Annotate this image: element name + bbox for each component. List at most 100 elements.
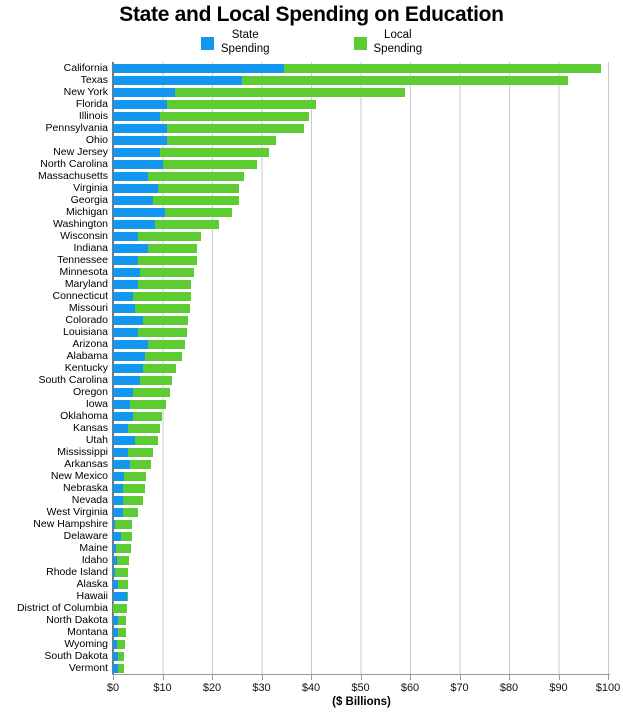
local-spending-bar [130,399,167,409]
chart-row: Nebraska [0,482,623,494]
bar-track [113,555,129,565]
local-spending-bar [241,75,569,85]
chart-row: New York [0,86,623,98]
local-spending-bar [135,303,190,313]
axis-tick [360,675,362,680]
bar-track [113,147,269,157]
chart-row: Louisiana [0,326,623,338]
local-spending-bar [137,327,188,337]
local-spending-bar [127,423,161,433]
axis-tick [113,675,114,680]
local-spending-bar [130,459,152,469]
state-spending-bar [113,663,118,673]
chart-row: Ohio [0,134,623,146]
state-spending-bar [113,147,161,157]
state-spending-swatch-icon [200,36,214,50]
local-spending-bar [137,255,198,265]
chart-row: Minnesota [0,266,623,278]
category-label: Delaware [63,530,108,542]
state-spending-bar [113,387,133,397]
state-spending-bar [113,183,158,193]
state-spending-bar [113,279,138,289]
state-spending-bar [113,327,138,337]
category-label: South Dakota [44,650,108,662]
local-spending-bar [140,267,194,277]
bar-track [113,471,146,481]
local-spending-bar [118,615,127,625]
bar-track [113,231,202,241]
state-spending-bar [113,63,284,73]
bar-track [113,303,190,313]
bar-track [113,567,129,577]
local-spending-bar [142,315,189,325]
category-label: Kansas [72,422,108,434]
chart-row: Texas [0,74,623,86]
bar-track [113,351,183,361]
legend-item-local-spending: Local Spending [353,29,422,56]
local-spending-bar [147,243,198,253]
legend-label-state-spending: State Spending [221,29,270,56]
state-spending-bar [113,123,168,133]
chart-row: New Mexico [0,470,623,482]
state-spending-bar [113,543,116,553]
axis-tick [608,675,609,680]
local-spending-bar [160,147,269,157]
chart-row: Missouri [0,302,623,314]
bar-track [113,207,232,217]
category-label: Oregon [72,386,108,398]
state-spending-bar [113,87,175,97]
category-label: Nebraska [63,482,108,494]
category-label: Missouri [68,302,108,314]
bar-track [113,639,126,649]
chart-row: Michigan [0,206,623,218]
chart-row: District of Columbia [0,602,623,614]
local-spending-bar [132,291,191,301]
category-label: Utah [85,434,108,446]
bar-track [113,75,569,85]
chart-row: Indiana [0,242,623,254]
local-spending-bar [147,339,185,349]
chart-row: Washington [0,218,623,230]
state-spending-bar [113,651,118,661]
state-spending-bar [113,627,118,637]
bar-track [113,219,220,229]
local-spending-bar [147,171,245,181]
bar-track [113,411,163,421]
chart-row: Iowa [0,398,623,410]
bar-track [113,315,189,325]
bar-track [113,183,240,193]
state-spending-bar [113,579,119,589]
local-spending-bar [123,495,144,505]
legend: State Spending Local Spending [0,28,623,58]
chart-row: Kentucky [0,362,623,374]
category-label: Wyoming [64,638,108,650]
chart-row: North Dakota [0,614,623,626]
category-label: Idaho [81,554,108,566]
plot-area: California Texas New York Florida Illinois Pe… [0,62,623,675]
bar-track [113,543,131,553]
chart-row: Connecticut [0,290,623,302]
state-spending-bar [113,267,141,277]
state-spending-bar [113,135,168,145]
local-spending-bar [160,111,309,121]
bar-track [113,483,146,493]
bar-track [113,363,176,373]
chart-row: West Virginia [0,506,623,518]
chart-row: Delaware [0,530,623,542]
chart-row: Georgia [0,194,623,206]
category-label: Maine [79,542,108,554]
local-spending-swatch-icon [353,36,367,50]
category-label: Ohio [85,134,108,146]
axis-tick-label: $90 [549,682,568,694]
local-spending-bar [162,159,257,169]
state-spending-bar [113,567,115,577]
bar-track [113,63,601,73]
axis-tick-label: $70 [450,682,469,694]
chart-row: Illinois [0,110,623,122]
axis-tick-label: $80 [499,682,519,694]
bar-track [113,279,191,289]
category-label: Virginia [73,182,108,194]
category-label: Vermont [68,662,108,674]
state-spending-bar [113,315,143,325]
bar-track [113,663,124,673]
